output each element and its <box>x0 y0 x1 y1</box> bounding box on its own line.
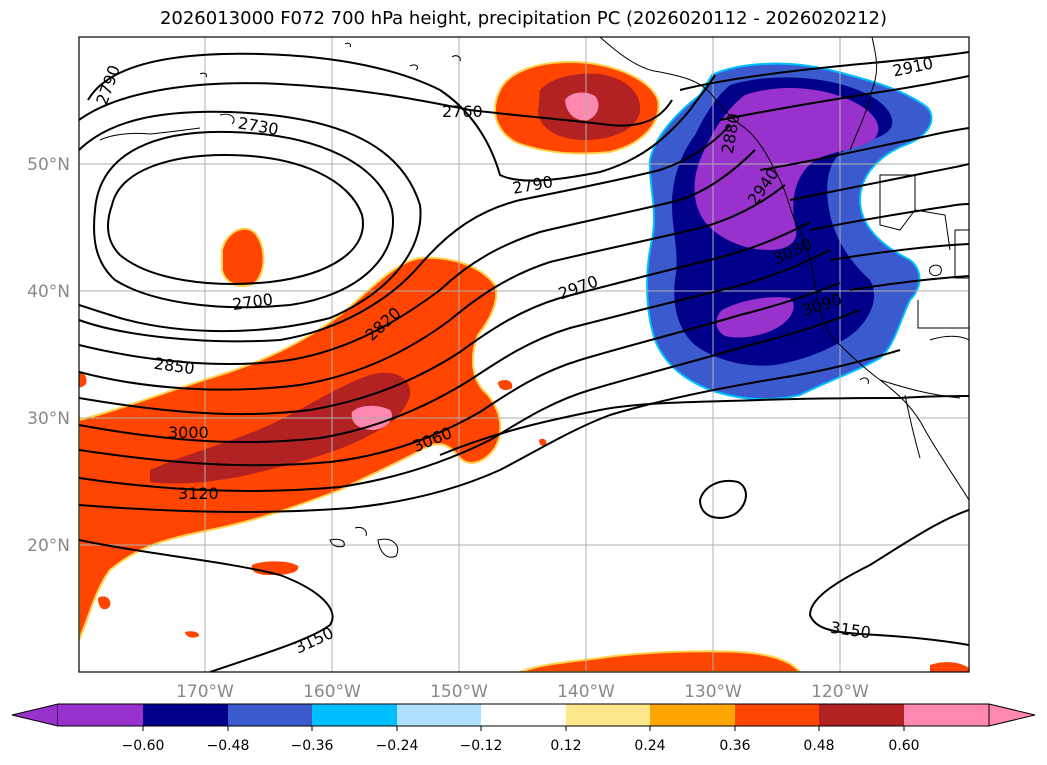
colorbar-bin <box>312 704 397 726</box>
contour-ne-2 <box>789 163 969 201</box>
colorbar-tick-label: 0.36 <box>719 738 750 754</box>
precip-field-east-patch <box>498 380 513 390</box>
colorbar-bin <box>904 704 989 726</box>
precip-field-west-coast-core-south <box>716 297 794 338</box>
colorbar-bin <box>143 704 228 726</box>
contour-low-ring2 <box>93 130 394 309</box>
colorbar-extend-left <box>11 703 59 727</box>
contour-label: 3120 <box>178 484 219 503</box>
precip-field-subtropical-core <box>150 372 411 484</box>
map-frame <box>78 36 970 673</box>
contour-2790 <box>87 52 716 182</box>
contour-ring-c <box>79 184 786 391</box>
colorbar-bin <box>481 704 566 726</box>
precip-field-midpacific-blob <box>221 227 265 287</box>
colorbar: −0.60 −0.48 −0.36 −0.24 −0.12 0.12 0.24 … <box>11 703 1036 754</box>
longitude-labels: 170°W 160°W 150°W 140°W 130°W 120°W <box>176 682 869 702</box>
lon-label: 150°W <box>430 682 488 702</box>
lon-label: 140°W <box>557 682 615 702</box>
map-title: 2026013000 F072 700 hPa height, precipit… <box>159 8 888 29</box>
contour-3120 <box>79 349 901 513</box>
contour-3150-east <box>808 509 969 646</box>
map-panel: 2790 2730 2760 2910 2790 2940 3030 2970 … <box>79 37 969 672</box>
colorbar-bin <box>58 704 143 726</box>
colorbar-bin <box>735 704 819 726</box>
colorbar-bin <box>566 704 650 726</box>
precip-field-south-patch4 <box>185 631 200 638</box>
lon-label: 160°W <box>303 682 361 702</box>
precip-field-south-patch3 <box>98 596 111 610</box>
lat-label: 40°N <box>27 282 70 302</box>
colorbar-tick-label: −0.12 <box>460 738 503 754</box>
colorbar-tick-label: 0.12 <box>550 738 581 754</box>
contour-ring-e <box>79 249 831 444</box>
colorbar-bin <box>650 704 735 726</box>
colorbar-tick-label: −0.60 <box>122 738 165 754</box>
contour-ring-f <box>79 282 841 467</box>
contour-upper-north-east <box>679 51 969 91</box>
coastlines <box>99 37 969 558</box>
precip-field-south-patch2 <box>930 662 969 672</box>
contour-label: 3000 <box>168 423 209 442</box>
lon-label: 130°W <box>684 682 742 702</box>
colorbar-tick-label: 0.24 <box>634 738 665 754</box>
colorbar-extend-right <box>988 703 1036 727</box>
contour-ring-d <box>79 221 811 416</box>
contour-ring-a <box>79 124 731 343</box>
contour-3150 <box>79 539 334 672</box>
colorbar-tick-label: −0.24 <box>376 738 419 754</box>
colorbar-bin <box>397 704 481 726</box>
precip-field-west-edge <box>79 372 87 388</box>
precip-field-south-strip <box>519 650 802 672</box>
lat-label: 20°N <box>27 536 70 556</box>
lat-label: 50°N <box>27 155 70 175</box>
precip-field-east-patch2 <box>539 438 547 446</box>
colorbar-bin <box>819 704 904 726</box>
latitude-labels: 50°N 40°N 30°N 20°N <box>27 155 70 556</box>
height-contours <box>79 51 969 672</box>
contour-label: 2760 <box>442 102 483 121</box>
contour-subtropical-ridge <box>439 395 969 456</box>
contour-ne-4 <box>829 243 969 261</box>
contour-ring-g <box>79 309 861 492</box>
lon-label: 170°W <box>176 682 234 702</box>
contour-ring-b <box>79 149 756 366</box>
contour-2730 <box>79 110 422 333</box>
colorbar-bin <box>228 704 312 726</box>
lat-label: 30°N <box>27 409 70 429</box>
contour-upper-north-east-2 <box>719 75 969 121</box>
contour-2760 <box>79 82 673 127</box>
contour-ne-5 <box>849 275 969 291</box>
colorbar-tick-label: 0.48 <box>803 738 834 754</box>
contour-ne-3 <box>809 203 969 231</box>
negative-precip-fields <box>646 62 933 401</box>
precip-field-alaska-gulf-peak <box>565 92 599 121</box>
colorbar-tick-label: −0.48 <box>207 738 250 754</box>
precip-field-west-coast-core-north <box>694 88 879 251</box>
colorbar-tick-label: −0.36 <box>291 738 334 754</box>
colorbar-tick-label: 0.60 <box>888 738 919 754</box>
contour-ne-1 <box>759 127 969 171</box>
lon-label: 120°W <box>811 682 869 702</box>
contour-low-center <box>106 153 365 285</box>
contour-east-closed <box>698 480 747 519</box>
